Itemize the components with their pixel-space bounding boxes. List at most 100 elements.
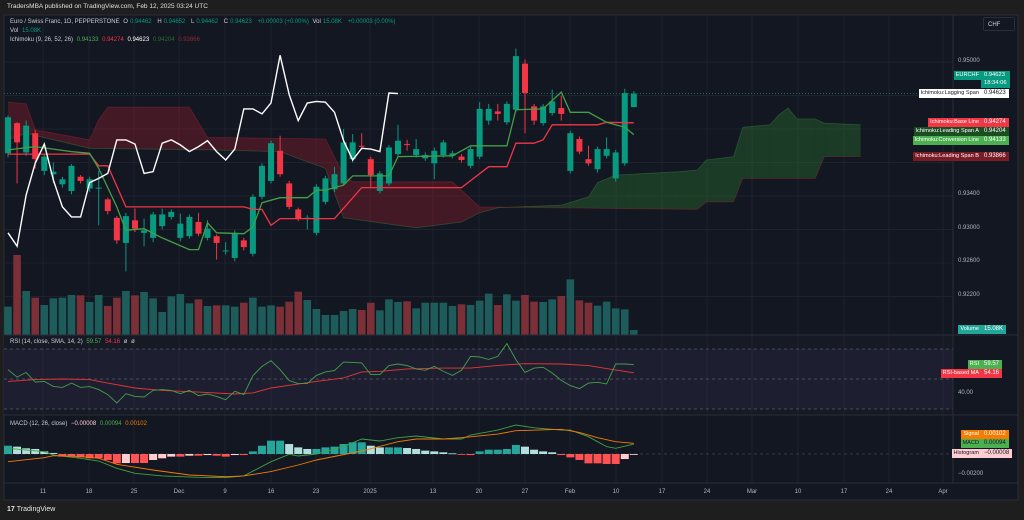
time-tick: Dec xyxy=(173,489,185,495)
cloud-segment-bullish xyxy=(815,118,825,179)
candle-bullish xyxy=(349,142,356,160)
candle-bullish xyxy=(385,147,392,184)
candle-bullish xyxy=(331,174,338,190)
volume-bar xyxy=(276,306,284,335)
candle-bullish xyxy=(268,143,275,181)
macd-histogram-bar xyxy=(312,448,321,454)
ichimoku-legend[interactable]: Ichimoku (9, 26, 52, 26) 0.94133 0.94274… xyxy=(10,37,202,43)
time-tick: 9 xyxy=(223,489,227,495)
conversion-line xyxy=(7,91,635,251)
candle-bullish xyxy=(186,216,193,237)
volume-bar xyxy=(221,305,230,335)
macd-histogram-bar xyxy=(357,442,366,454)
cloud-segment-bullish xyxy=(778,108,789,179)
cloud-segment-bullish xyxy=(724,156,734,202)
time-tick: 18 xyxy=(85,489,93,495)
macd-histogram-bar xyxy=(267,440,276,454)
cloud-segment-bullish xyxy=(588,182,598,209)
volume-bar xyxy=(249,297,257,335)
volume-bar xyxy=(557,296,566,335)
candle-bullish xyxy=(549,101,556,114)
symbol-title[interactable]: Euro / Swiss Franc, 1D, PEPPERSTONE xyxy=(10,19,120,25)
macd-histogram-bar xyxy=(167,454,176,457)
candle-bullish xyxy=(540,106,547,124)
candle-bullish xyxy=(159,214,166,227)
candle-bullish xyxy=(440,142,447,155)
macd-legend-value: 0.00094 xyxy=(99,421,122,427)
tradingview-logo[interactable]: 17 TradingView xyxy=(7,506,55,513)
macd-histogram-bar xyxy=(76,454,85,458)
volume-bar xyxy=(185,303,194,335)
macd-histogram-bar xyxy=(321,447,330,454)
volume-bar xyxy=(376,310,384,335)
cloud-segment-bearish xyxy=(316,138,326,169)
time-tick: 25 xyxy=(130,489,138,495)
open-label: O xyxy=(123,19,128,25)
volume-bar xyxy=(630,329,638,335)
cloud-segment-bullish xyxy=(833,123,843,157)
macd-histogram-bar xyxy=(330,446,339,454)
cloud-segment-bullish xyxy=(679,170,689,210)
cloud-segment-bullish xyxy=(543,205,553,208)
cloud-segment-bearish xyxy=(134,107,145,150)
candle-bearish xyxy=(521,63,528,93)
macd-histogram-bar xyxy=(384,447,393,454)
cloud-segment-bearish xyxy=(198,122,208,150)
tradingview-brand: TradingView xyxy=(16,506,56,513)
rsi-legend[interactable]: RSI (14, close, SMA, 14, 2) 59.57 54.16 … xyxy=(10,339,137,345)
cloud-segment-bearish xyxy=(153,107,163,150)
volume-bar xyxy=(539,302,547,335)
candle-bearish xyxy=(576,139,583,152)
leading-span-a-line xyxy=(7,107,861,229)
volume-legend[interactable]: Vol 15.08K xyxy=(10,28,43,34)
candle-bearish xyxy=(494,111,501,114)
cloud-segment-bullish xyxy=(842,123,852,157)
macd-histogram-bar xyxy=(439,452,448,454)
cloud-segment-bullish xyxy=(697,159,707,210)
close-label: C xyxy=(223,19,229,25)
macd-histogram-bar xyxy=(421,450,430,454)
cloud-segment-bullish xyxy=(579,196,589,209)
cloud-segment-bullish xyxy=(661,172,671,210)
rsi-empty-value-1: ø xyxy=(123,339,128,345)
candle-bearish xyxy=(367,159,374,176)
volume-bar xyxy=(67,295,76,335)
volume-bar xyxy=(31,297,40,335)
currency-button[interactable]: CHF xyxy=(983,17,1015,31)
time-tick: 23 xyxy=(312,489,320,495)
signal-tag: Signal xyxy=(961,430,981,439)
cloud-segment-bullish xyxy=(561,202,571,208)
candle-bullish xyxy=(503,103,510,123)
cloud-segment-bearish xyxy=(107,107,117,149)
cloud-segment-bullish xyxy=(769,114,779,179)
volume-bar xyxy=(457,304,466,335)
volume-bar xyxy=(22,291,30,335)
macd-histogram-bar xyxy=(611,454,620,464)
macd-legend[interactable]: MACD (12, 26, close) −0.00008 0.00094 0.… xyxy=(10,421,149,427)
close-value: 0.94623 xyxy=(230,19,252,25)
leading-span-a-tag: Ichimoku:Leading Span A xyxy=(913,127,981,136)
vol-label: Vol xyxy=(312,19,321,25)
macd-histogram-bar xyxy=(548,452,557,454)
macd-histogram-bar xyxy=(294,447,303,454)
macd-histogram-bar xyxy=(375,447,384,454)
volume-bar xyxy=(330,315,339,335)
macd-histogram-bar xyxy=(629,454,638,455)
macd-histogram-bar xyxy=(285,444,294,454)
symbol-legend[interactable]: Euro / Swiss Franc, 1D, PEPPERSTONE O 0.9… xyxy=(10,19,397,25)
signal-value: 0.00102 xyxy=(981,430,1009,439)
volume-tag: Volume xyxy=(958,325,981,334)
volume-bar xyxy=(140,292,148,335)
volume-bar xyxy=(357,310,366,335)
cloud-segment-bearish xyxy=(180,107,190,150)
cloud-segment-bullish xyxy=(552,205,562,208)
macd-histogram-bar xyxy=(31,448,40,454)
macd-histogram-bar xyxy=(121,454,130,464)
cloud-segment-bearish xyxy=(370,181,380,223)
macd-histogram-bar xyxy=(140,454,149,464)
macd-histogram-bar xyxy=(520,446,529,454)
ichimoku-span-b-value: 0.93866 xyxy=(178,37,200,43)
cloud-segment-bullish xyxy=(534,205,544,208)
macd-histogram-bar xyxy=(348,442,357,454)
